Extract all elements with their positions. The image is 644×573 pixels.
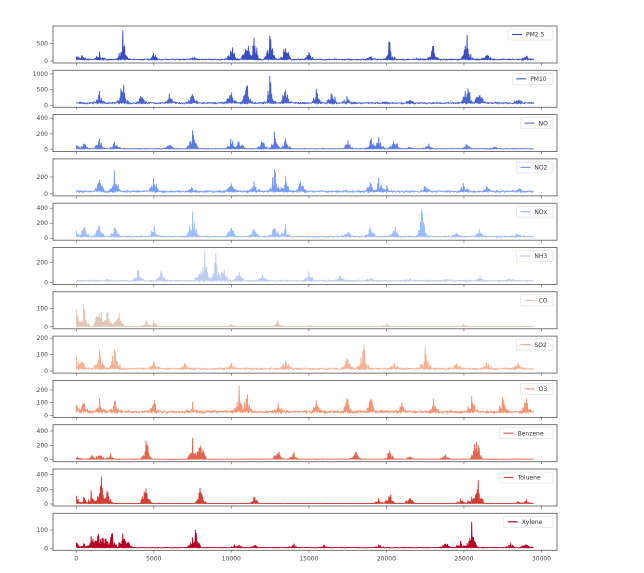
y-tick-label: 500 bbox=[37, 87, 49, 94]
y-tick-label: 500 bbox=[37, 41, 49, 48]
y-tick-label: 200 bbox=[37, 442, 49, 449]
legend-label: NO bbox=[539, 120, 548, 127]
legend: PM2.5 bbox=[507, 28, 554, 41]
axes-frame bbox=[52, 291, 558, 330]
y-tick-label: 0 bbox=[44, 412, 48, 419]
legend: NO2 bbox=[516, 161, 554, 174]
x-tick-label: 10000 bbox=[222, 555, 241, 562]
subplot-o3: 0 100 200 O3 bbox=[37, 379, 558, 420]
y-tick-label: 0 bbox=[44, 58, 48, 65]
axes-frame bbox=[52, 158, 558, 197]
y-tick-label: 0 bbox=[44, 102, 48, 109]
y-tick-label: 0 bbox=[44, 457, 48, 464]
axes-frame bbox=[52, 69, 558, 108]
y-tick-label: 200 bbox=[37, 335, 49, 342]
y-tick-label: 0 bbox=[44, 147, 48, 154]
series-line bbox=[75, 385, 535, 414]
series-line bbox=[75, 304, 534, 328]
legend-label: PM2.5 bbox=[526, 32, 545, 39]
y-tick-label: 0 bbox=[44, 368, 48, 375]
x-tick-label: 15000 bbox=[299, 555, 318, 562]
x-tick-label: 30000 bbox=[532, 555, 551, 562]
legend-label: Benzene bbox=[518, 430, 544, 437]
legend: PM10 bbox=[511, 73, 554, 85]
legend-label: SO2 bbox=[534, 342, 547, 349]
y-tick-label: 400 bbox=[37, 205, 49, 212]
x-tick-label: 0 bbox=[74, 555, 78, 562]
y-tick-label: 400 bbox=[37, 472, 49, 479]
subplot-benzene: 0 200 400 Benzene bbox=[37, 424, 558, 465]
y-tick-label: 200 bbox=[37, 387, 49, 394]
legend: Xylene bbox=[503, 515, 554, 528]
y-tick-label: 0 bbox=[44, 280, 48, 287]
y-tick-label: 0 bbox=[44, 191, 48, 198]
subplot-no: 0 200 400 NO bbox=[37, 114, 558, 155]
legend-label: PM10 bbox=[530, 76, 547, 83]
subplot-no2: 0 200 NO2 bbox=[37, 158, 558, 199]
y-tick-label: 200 bbox=[37, 131, 49, 138]
series-line bbox=[75, 30, 535, 61]
legend-label: NH3 bbox=[534, 253, 547, 260]
legend-label: NOx bbox=[534, 209, 547, 216]
series-line bbox=[75, 476, 534, 505]
axes-frame bbox=[52, 512, 558, 551]
series-line bbox=[75, 129, 534, 150]
subplot-pm25: 0 500 PM2.5 bbox=[37, 25, 558, 66]
series-line bbox=[75, 521, 534, 549]
series-line bbox=[75, 251, 534, 282]
legend: NH3 bbox=[516, 250, 554, 262]
x-tick-label: 25000 bbox=[454, 555, 473, 562]
subplot-nh3: 0 200 NH3 bbox=[37, 247, 558, 287]
y-tick-label: 100 bbox=[37, 352, 49, 359]
legend-label: CO bbox=[539, 298, 548, 305]
series-line bbox=[75, 168, 534, 193]
y-tick-label: 200 bbox=[37, 220, 49, 227]
series-line bbox=[75, 437, 534, 460]
series-line bbox=[75, 75, 535, 105]
y-tick-label: 100 bbox=[37, 400, 49, 407]
y-tick-label: 200 bbox=[37, 486, 49, 493]
legend-label: O3 bbox=[539, 386, 548, 393]
axes-frame bbox=[52, 25, 558, 64]
axes-frame bbox=[52, 202, 558, 241]
y-tick-label: 200 bbox=[37, 174, 49, 181]
y-tick-label: 100 bbox=[37, 305, 49, 312]
subplot-nox: 0 200 400 NOx bbox=[37, 202, 558, 243]
axes-frame bbox=[52, 114, 558, 152]
legend-label: Toluene bbox=[517, 475, 541, 482]
y-tick-label: 100 bbox=[37, 527, 49, 534]
legend: CO bbox=[520, 294, 554, 307]
legend-label: NO2 bbox=[534, 165, 547, 172]
axes-frame bbox=[52, 247, 558, 285]
subplot-co: 0 100 CO bbox=[37, 291, 558, 332]
y-tick-label: 0 bbox=[44, 324, 48, 331]
y-tick-label: 400 bbox=[37, 428, 49, 435]
legend: NO bbox=[520, 117, 554, 129]
axes-frame bbox=[52, 379, 558, 418]
y-tick-label: 1000 bbox=[33, 71, 48, 78]
axes-frame bbox=[52, 424, 558, 463]
legend: NOx bbox=[516, 205, 554, 218]
legend: Benzene bbox=[499, 427, 554, 440]
y-tick-label: 0 bbox=[44, 545, 48, 552]
y-tick-label: 0 bbox=[44, 235, 48, 242]
legend: O3 bbox=[520, 383, 554, 395]
x-tick-label: 20000 bbox=[377, 555, 396, 562]
y-tick-label: 400 bbox=[37, 115, 49, 122]
legend: Toluene bbox=[499, 471, 554, 484]
subplot-so2: 0 100 200 SO2 bbox=[37, 335, 558, 376]
subplot-xylene: 0 100 Xylene 0 5000 10000 15000 20000 25000 30000 bbox=[37, 512, 558, 562]
legend-label: Xylene bbox=[522, 519, 543, 526]
subplot-pm10: 0 500 1000 PM10 bbox=[33, 69, 558, 110]
series-line bbox=[75, 344, 534, 371]
y-tick-label: 0 bbox=[44, 501, 48, 508]
axes-frame bbox=[52, 468, 558, 507]
series-line bbox=[75, 209, 534, 238]
y-tick-label: 200 bbox=[37, 260, 49, 267]
subplot-toluene: 0 200 400 Toluene bbox=[37, 468, 558, 509]
legend: SO2 bbox=[516, 338, 554, 351]
x-tick-label: 5000 bbox=[146, 555, 161, 562]
